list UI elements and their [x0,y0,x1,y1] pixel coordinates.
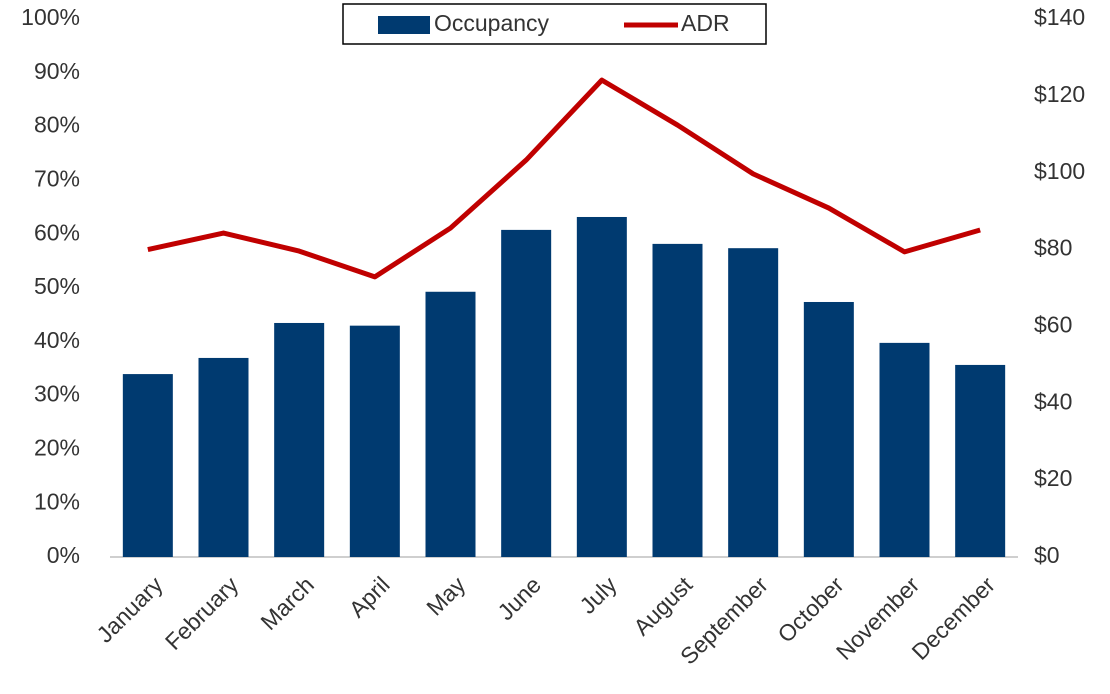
x-tick-label: February [160,571,244,655]
bar [728,248,779,558]
legend-box [342,3,767,45]
y-tick-label: 90% [34,58,80,84]
x-tick-label: April [344,571,395,622]
y2-tick-label: $20 [1034,465,1072,491]
x-tick-label: October [772,571,848,647]
y-tick-label: 60% [34,219,80,245]
x-tick-label: August [628,571,697,640]
y2-tick-label: $60 [1034,312,1072,338]
y-tick-label: 40% [34,327,80,353]
bar [879,342,930,557]
y2-tick-label: $100 [1034,158,1085,184]
bar [349,325,400,557]
bar [501,229,552,557]
y2-tick-label: $140 [1034,4,1085,30]
legend-label: Occupancy [434,10,550,36]
x-tick-label: December [907,571,1001,665]
bar [803,301,854,557]
bar [122,374,173,557]
legend-label: ADR [681,10,730,36]
y-tick-label: 10% [34,488,80,514]
y2-tick-label: $40 [1034,388,1072,414]
y-tick-label: 70% [34,165,80,191]
bar [652,243,703,557]
x-tick-label: March [255,571,319,635]
bar [425,291,476,557]
legend: Occupancy ADR [342,3,767,45]
y-tick-label: 100% [21,4,80,30]
y2-tick-label: $120 [1034,81,1085,107]
legend-swatch [378,16,430,34]
y-tick-label: 20% [34,434,80,460]
bar [955,364,1006,557]
y-tick-label: 30% [34,381,80,407]
bar [274,322,325,557]
x-tick-label: June [492,571,546,625]
y-tick-label: 0% [47,542,80,568]
x-tick-label: May [421,571,470,620]
y2-tick-label: $0 [1034,542,1060,568]
x-tick-label: July [574,571,622,619]
y2-tick-label: $80 [1034,235,1072,261]
y-tick-label: 80% [34,112,80,138]
bar [576,216,627,557]
x-tick-label: January [91,571,168,648]
bar [198,357,249,557]
line [147,77,981,280]
y-tick-label: 50% [34,273,80,299]
